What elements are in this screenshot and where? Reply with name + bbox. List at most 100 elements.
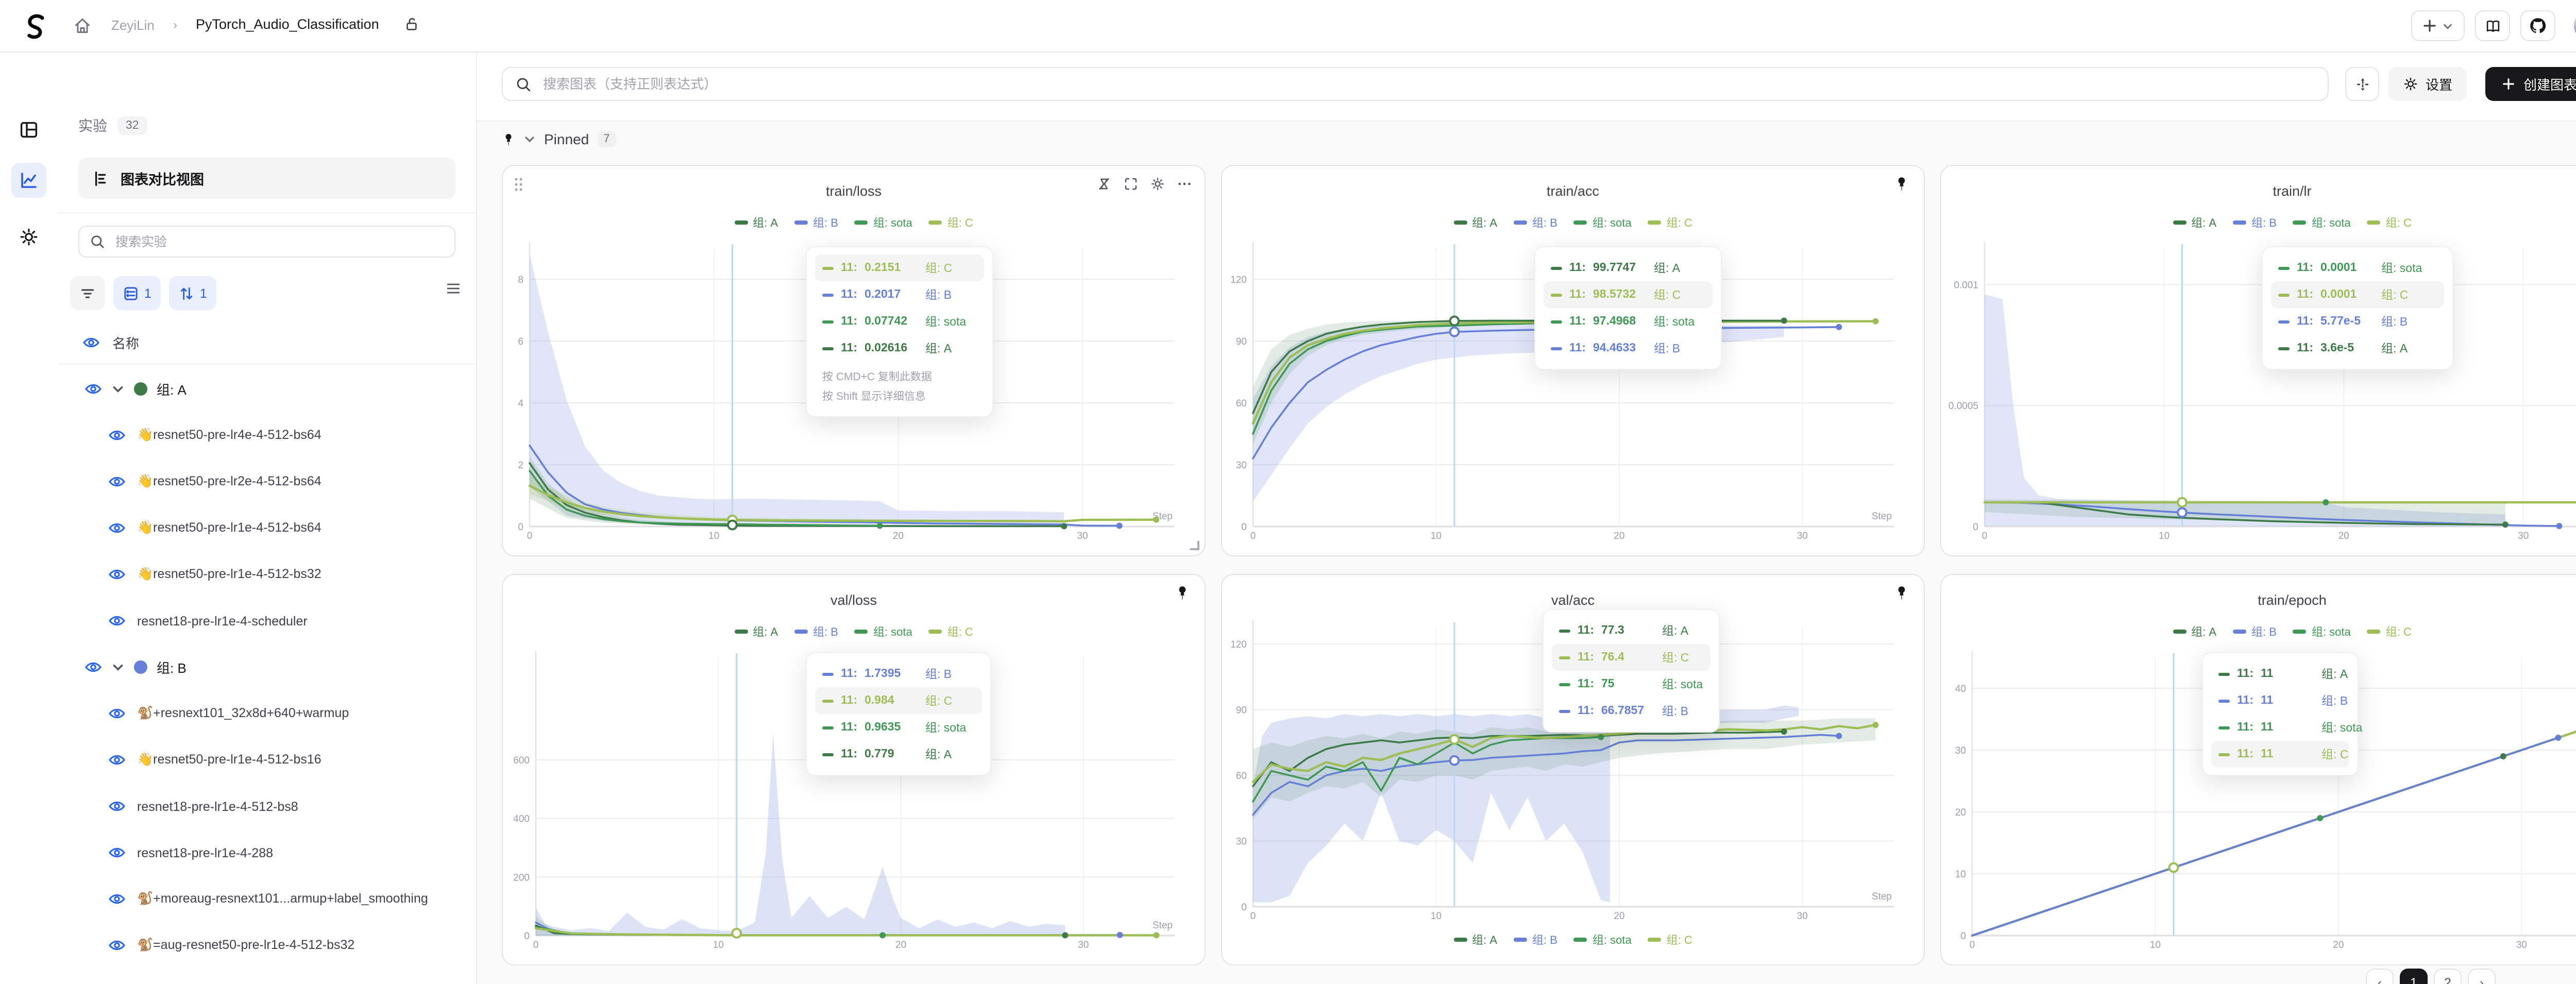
legend-item[interactable]: 组: A: [734, 623, 778, 640]
chart-compare-view-item[interactable]: 图表对比视图: [78, 158, 455, 199]
filter-button[interactable]: [70, 276, 105, 310]
resize-corner-icon[interactable]: [1189, 540, 1199, 550]
legend-item[interactable]: 组: C: [1648, 931, 1692, 948]
eye-icon[interactable]: [108, 844, 126, 861]
chart-card-train-acc[interactable]: train/acc 组: A 组: B 组: sota 组: C 0 30 60 90 120 0 1…: [1221, 165, 1925, 556]
experiment-item[interactable]: 🐒=aug-resnet50-pre-lr1e-4-512-bs32: [58, 922, 476, 969]
legend-item[interactable]: 组: sota: [1573, 214, 1632, 231]
legend-item[interactable]: 组: sota: [854, 214, 912, 231]
experiment-item[interactable]: resnet18-pre-lr1e-4-288: [58, 829, 476, 876]
swanlab-logo-icon[interactable]: [21, 12, 47, 39]
chevron-down-icon[interactable]: [111, 660, 125, 674]
eye-icon[interactable]: [108, 937, 126, 954]
group-row[interactable]: 组: A: [58, 366, 476, 412]
legend-item[interactable]: 组: C: [1648, 214, 1692, 231]
legend-item[interactable]: 组: B: [2233, 623, 2277, 640]
eye-icon[interactable]: [108, 473, 126, 490]
experiment-item[interactable]: 🐒+resnext101_32x8d+640+warmup: [58, 690, 476, 737]
eye-icon[interactable]: [108, 519, 126, 537]
experiment-item[interactable]: 👋resnet50-pre-lr1e-4-512-bs32: [58, 551, 476, 598]
fullscreen-icon[interactable]: [1123, 176, 1139, 192]
github-button[interactable]: [2520, 10, 2555, 41]
chart-plot[interactable]: 0102030400102030Step: [1941, 575, 2576, 964]
experiment-search[interactable]: [78, 226, 455, 258]
pagination-next-button[interactable]: ›: [2468, 969, 2496, 984]
experiment-item[interactable]: 🐒+moreaug-resnext101...armup+label_smoot…: [58, 876, 476, 922]
group-row[interactable]: 组: B: [58, 644, 476, 690]
drag-handle-icon[interactable]: [513, 176, 523, 193]
new-project-button[interactable]: [2411, 10, 2465, 41]
legend-item[interactable]: 组: sota: [2293, 214, 2351, 231]
chart-card-train-loss[interactable]: train/loss 组: A 组: B 组: sota 组: C 0 2 4 6 8 0 10 20 3…: [502, 165, 1206, 556]
rail-settings-button[interactable]: [11, 219, 46, 255]
legend-item[interactable]: 组: B: [1514, 931, 1557, 948]
legend-item[interactable]: 组: C: [2367, 623, 2412, 640]
experiment-item[interactable]: 👋resnet50-pre-lr1e-4-512-bs16: [58, 737, 476, 783]
chart-card-val-acc[interactable]: val/acc 组: A 组: B 组: sota 组: C 0 30 60 90 120 0 10 2…: [1221, 574, 1925, 965]
chart-card-train-epoch[interactable]: train/epoch 组: A 组: B 组: sota 组: C 0 10 20 30 40 0…: [1940, 574, 2576, 965]
create-chart-button[interactable]: 创建图表: [2485, 67, 2576, 101]
chevron-down-icon[interactable]: [111, 382, 125, 396]
resize-rows-button[interactable]: [2345, 67, 2379, 101]
eye-icon[interactable]: [108, 798, 126, 815]
row-density-icon[interactable]: [445, 280, 462, 297]
avatar[interactable]: [2574, 11, 2576, 40]
docs-button[interactable]: [2475, 10, 2510, 41]
legend-item[interactable]: 组: B: [2233, 214, 2277, 231]
legend-item[interactable]: 组: B: [794, 623, 838, 640]
experiment-item[interactable]: 👋resnet50-pre-lr1e-4-512-bs64: [58, 505, 476, 551]
chart-card-val-loss[interactable]: val/loss 组: A 组: B 组: sota 组: C 0 200 400 600 0 10…: [502, 574, 1206, 965]
eye-icon[interactable]: [82, 334, 100, 351]
legend-item[interactable]: 组: A: [1453, 214, 1497, 231]
rail-charts-view-button[interactable]: [11, 163, 46, 198]
legend-item[interactable]: 组: sota: [1573, 931, 1632, 948]
experiment-item[interactable]: resnet18-pre-lr1e-4-512-bs8: [58, 783, 476, 829]
chart-search-input[interactable]: [541, 75, 2315, 93]
experiment-item[interactable]: 👋resnet50-pre-lr1e-4-512-bs8: [58, 969, 476, 984]
legend-item[interactable]: 组: C: [928, 214, 973, 231]
experiment-search-input[interactable]: [113, 233, 444, 250]
columns-button[interactable]: 1: [113, 276, 161, 310]
chart-settings-icon[interactable]: [1150, 176, 1165, 192]
chart-search[interactable]: [502, 67, 2329, 101]
eye-icon[interactable]: [84, 380, 102, 398]
chart-card-train-lr[interactable]: train/lr 组: A 组: B 组: sota 组: C 0 0.0005 0.001 0…: [1940, 165, 2576, 556]
legend-item[interactable]: 组: A: [2173, 623, 2216, 640]
pagination-page-button[interactable]: 2: [2434, 969, 2462, 984]
experiment-name: resnet18-pre-lr1e-4-scheduler: [137, 614, 308, 628]
settings-button[interactable]: 设置: [2388, 67, 2467, 101]
legend-item[interactable]: 组: sota: [854, 623, 912, 640]
legend-item[interactable]: 组: C: [928, 623, 973, 640]
chart-pin-button[interactable]: [1175, 585, 1190, 601]
chart-more-icon[interactable]: [1177, 176, 1192, 192]
chart-pin-button[interactable]: [1894, 176, 1909, 192]
legend-item[interactable]: 组: A: [1453, 931, 1497, 948]
pagination-prev-button[interactable]: ‹: [2366, 969, 2394, 984]
legend-item[interactable]: 组: A: [2173, 214, 2216, 231]
sort-button[interactable]: 1: [168, 276, 216, 310]
breadcrumb-project[interactable]: PyTorch_Audio_Classification: [196, 16, 379, 32]
eye-icon[interactable]: [108, 427, 126, 444]
legend-item[interactable]: 组: A: [734, 214, 778, 231]
eye-icon[interactable]: [108, 612, 126, 630]
experiment-item[interactable]: 👋resnet50-pre-lr2e-4-512-bs64: [58, 459, 476, 505]
rail-table-view-button[interactable]: [11, 112, 46, 147]
chart-pin-button[interactable]: [1894, 585, 1909, 601]
home-icon[interactable]: [73, 16, 92, 35]
eye-icon[interactable]: [108, 890, 126, 908]
experiment-item[interactable]: 👋resnet50-pre-lr4e-4-512-bs64: [58, 412, 476, 459]
breadcrumb-user[interactable]: ZeyiLin: [111, 18, 155, 33]
legend-item[interactable]: 组: sota: [2293, 623, 2351, 640]
sampling-toggle-icon[interactable]: [1096, 176, 1112, 192]
chevron-down-icon[interactable]: [523, 133, 536, 145]
eye-icon[interactable]: [108, 705, 126, 722]
eye-icon[interactable]: [108, 751, 126, 769]
eye-icon[interactable]: [84, 658, 102, 676]
pagination-page-button[interactable]: 1: [2400, 969, 2428, 984]
eye-icon[interactable]: [108, 566, 126, 583]
legend-item[interactable]: 组: B: [794, 214, 838, 231]
experiment-item[interactable]: resnet18-pre-lr1e-4-scheduler: [58, 598, 476, 644]
legend-item[interactable]: 组: B: [1514, 214, 1557, 231]
legend-item[interactable]: 组: C: [2367, 214, 2412, 231]
